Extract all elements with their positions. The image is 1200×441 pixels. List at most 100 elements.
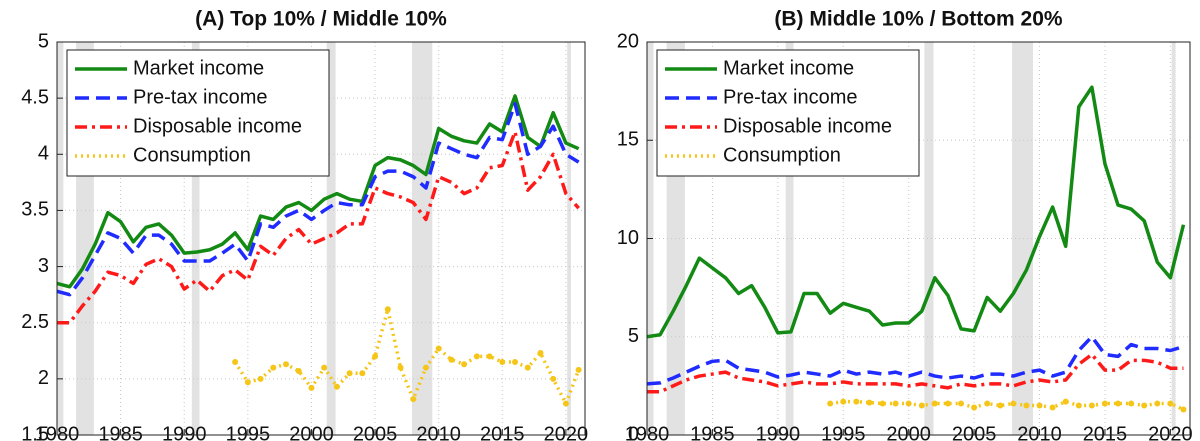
y-tick-label: 2.5 — [21, 311, 49, 333]
series-marker — [1154, 400, 1161, 407]
series-line — [56, 94, 580, 289]
y-tick-label: 1.5 — [21, 423, 49, 441]
x-tick-label: 2010 — [1017, 423, 1062, 441]
plot-frame — [646, 41, 1191, 436]
series-marker — [918, 402, 925, 409]
series-marker — [473, 353, 480, 360]
legend-label: Market income — [133, 57, 264, 79]
series-marker — [1088, 402, 1095, 409]
series-marker — [550, 375, 557, 382]
series-marker — [270, 364, 277, 371]
series-marker — [997, 402, 1004, 409]
series-marker — [435, 345, 442, 352]
shaded-range — [785, 42, 794, 435]
shaded-range — [191, 42, 200, 435]
series-marker — [840, 398, 847, 405]
legend-box — [656, 49, 920, 177]
series-marker — [1180, 406, 1187, 413]
series-marker — [971, 404, 978, 411]
series-marker — [410, 396, 417, 403]
series-line — [646, 335, 1184, 386]
series-marker — [575, 366, 582, 373]
y-tick-label: 10 — [617, 227, 639, 249]
series-marker — [486, 353, 493, 360]
x-tick-label: 2020 — [1148, 423, 1193, 441]
x-tick-label: 2015 — [480, 423, 525, 441]
x-tick-label: 1990 — [756, 423, 801, 441]
plot-frame — [56, 41, 586, 436]
series-marker — [448, 356, 455, 363]
series-marker — [879, 400, 886, 407]
series-marker — [1141, 402, 1148, 409]
legend-label: Consumption — [133, 144, 251, 166]
legend-label: Consumption — [723, 144, 841, 166]
legend-label: Pre-tax income — [723, 86, 858, 108]
series-marker — [384, 306, 391, 313]
chart-title: (A) Top 10% / Middle 10% — [195, 8, 447, 31]
series-marker — [244, 379, 251, 386]
series-marker — [1075, 402, 1082, 409]
series-marker — [524, 364, 531, 371]
series-marker — [537, 350, 544, 357]
x-tick-label: 2005 — [353, 423, 398, 441]
y-tick-label: 20 — [617, 30, 639, 52]
legend-box — [66, 49, 330, 177]
y-tick-label: 5 — [628, 325, 639, 347]
shaded-range — [411, 42, 433, 435]
series-marker — [512, 359, 519, 366]
series-marker — [1167, 400, 1174, 407]
series-marker — [931, 400, 938, 407]
legend-label: Disposable income — [133, 115, 302, 137]
shaded-range — [57, 42, 64, 435]
series-marker — [359, 370, 366, 377]
x-tick-label: 1995 — [821, 423, 866, 441]
y-tick-label: 3 — [38, 255, 49, 277]
series-marker — [984, 400, 991, 407]
series-marker — [1062, 398, 1069, 405]
series-marker — [321, 364, 328, 371]
chart-title: (B) Middle 10% / Bottom 20% — [774, 8, 1063, 31]
series-marker — [346, 370, 353, 377]
series-marker — [853, 398, 860, 405]
series-marker — [372, 353, 379, 360]
x-tick-label: 1995 — [226, 423, 271, 441]
series-marker — [1023, 402, 1030, 409]
panel: (A) Top 10% / Middle 10% 1.5 2 2.5 3 3.5 4 4.5 5… — [21, 8, 588, 441]
legend-label: Market income — [723, 57, 854, 79]
series-marker — [562, 400, 569, 407]
x-tick-label: 2020 — [544, 423, 589, 441]
y-tick-label: 4.5 — [21, 86, 49, 108]
series-line — [233, 307, 581, 406]
series-marker — [1010, 400, 1017, 407]
series-marker — [1049, 404, 1056, 411]
series-line — [647, 352, 1184, 394]
series-marker — [308, 384, 315, 391]
x-tick-label: 2005 — [952, 423, 997, 441]
series-marker — [892, 400, 899, 407]
x-tick-label: 2000 — [886, 423, 931, 441]
x-tick-label: 2015 — [1083, 423, 1128, 441]
series-marker — [905, 400, 912, 407]
series-marker — [944, 400, 951, 407]
y-tick-label: 0 — [628, 423, 639, 441]
legend-label: Pre-tax income — [133, 86, 268, 108]
series-marker — [1036, 402, 1043, 409]
shaded-range — [1171, 42, 1176, 435]
series-marker — [333, 383, 340, 390]
legend-label: Disposable income — [723, 115, 892, 137]
x-tick-label: 2010 — [416, 423, 461, 441]
series-line — [57, 130, 580, 325]
shaded-range — [326, 42, 336, 435]
series-marker — [422, 364, 429, 371]
shaded-range — [924, 42, 934, 435]
x-tick-label: 1985 — [98, 423, 143, 441]
y-tick-label: 15 — [617, 129, 639, 151]
x-tick-label: 1985 — [690, 423, 735, 441]
series-marker — [1101, 400, 1108, 407]
series-marker — [257, 375, 264, 382]
y-tick-label: 2 — [38, 367, 49, 389]
x-tick-label: 1990 — [162, 423, 207, 441]
